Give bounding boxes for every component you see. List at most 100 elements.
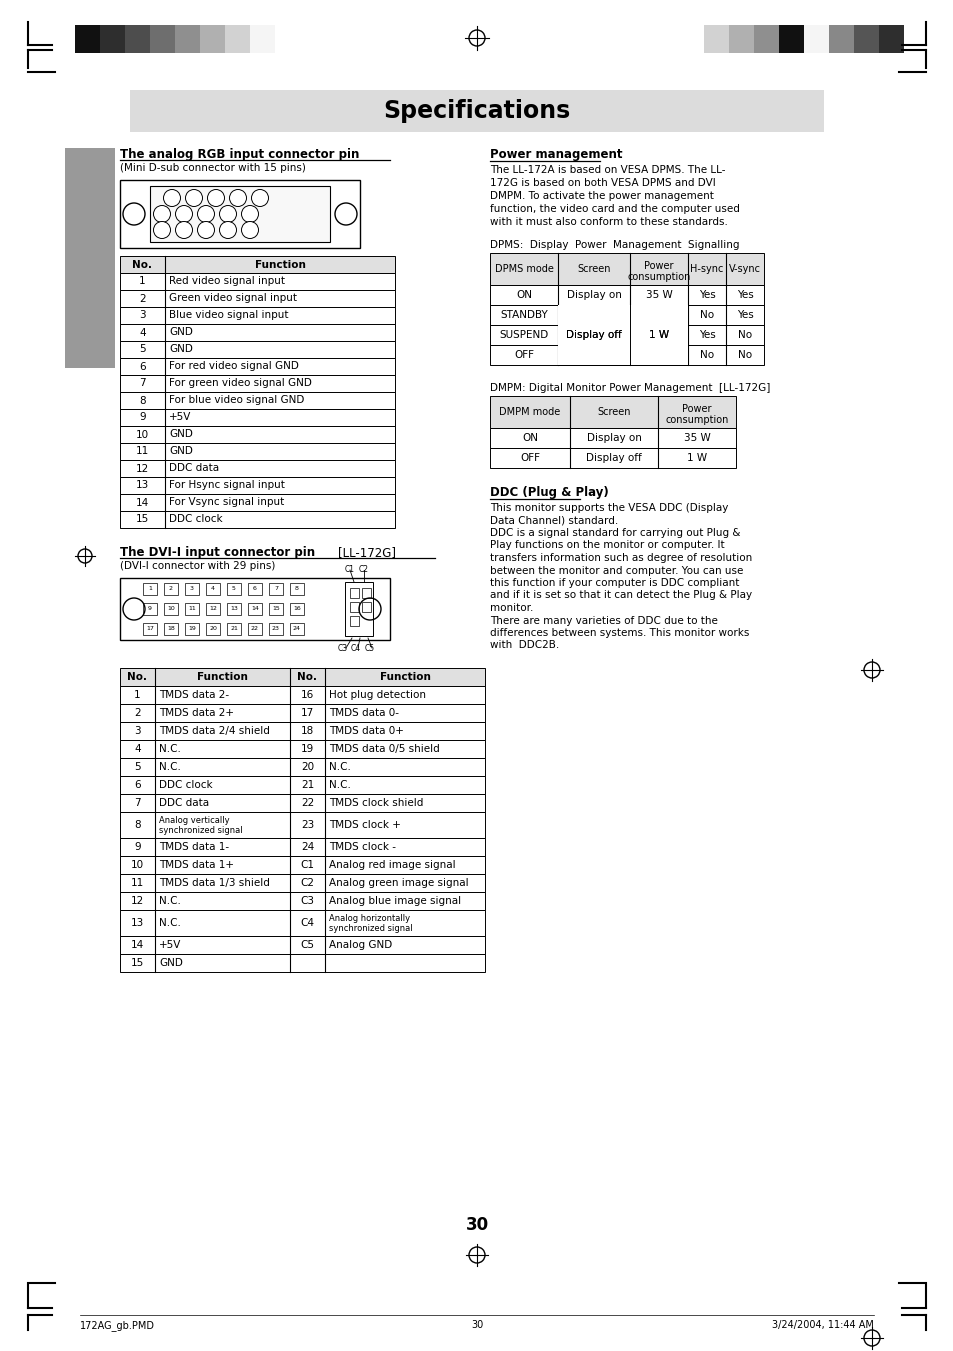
Text: No.: No. bbox=[128, 671, 148, 682]
Text: No.: No. bbox=[297, 671, 317, 682]
Text: consumption: consumption bbox=[627, 272, 690, 282]
Text: 12: 12 bbox=[209, 607, 216, 612]
Text: Analog red image signal: Analog red image signal bbox=[329, 861, 456, 870]
Bar bbox=[227, 603, 241, 615]
Bar bbox=[164, 603, 178, 615]
Circle shape bbox=[153, 205, 171, 223]
Text: 7: 7 bbox=[274, 586, 277, 592]
Bar bbox=[490, 305, 763, 326]
Text: 172AG_gb.PMD: 172AG_gb.PMD bbox=[80, 1320, 154, 1331]
Text: 13: 13 bbox=[230, 607, 237, 612]
Text: For blue video signal GND: For blue video signal GND bbox=[169, 394, 304, 405]
Bar bbox=[269, 623, 283, 635]
Bar bbox=[120, 255, 395, 273]
Circle shape bbox=[153, 222, 171, 239]
Circle shape bbox=[175, 222, 193, 239]
Bar bbox=[120, 494, 395, 511]
Text: 3: 3 bbox=[213, 195, 218, 201]
Text: 8: 8 bbox=[134, 820, 141, 830]
Text: 172G is based on both VESA DPMS and DVI: 172G is based on both VESA DPMS and DVI bbox=[490, 178, 715, 188]
Bar bbox=[350, 588, 358, 598]
Text: TMDS data 0-: TMDS data 0- bbox=[329, 708, 398, 717]
Bar bbox=[290, 623, 304, 635]
Text: 17: 17 bbox=[146, 627, 153, 631]
Text: 5: 5 bbox=[170, 195, 174, 201]
Text: Data Channel) standard.: Data Channel) standard. bbox=[490, 516, 618, 526]
Text: DPMS mode: DPMS mode bbox=[494, 263, 553, 274]
Text: 5: 5 bbox=[232, 586, 235, 592]
Bar bbox=[248, 584, 262, 594]
Text: Display on: Display on bbox=[566, 290, 620, 300]
Bar bbox=[120, 721, 484, 740]
Text: C4: C4 bbox=[300, 917, 314, 928]
Bar bbox=[185, 603, 199, 615]
Text: Yes: Yes bbox=[736, 309, 753, 320]
Text: Green video signal input: Green video signal input bbox=[169, 293, 296, 303]
Text: ON: ON bbox=[516, 290, 532, 300]
Text: 5: 5 bbox=[139, 345, 146, 354]
Text: N.C.: N.C. bbox=[159, 896, 181, 907]
Text: +5V: +5V bbox=[169, 412, 192, 422]
Text: 4: 4 bbox=[192, 195, 196, 201]
Text: Hot plug detection: Hot plug detection bbox=[329, 690, 426, 700]
Text: [LL-172G]: [LL-172G] bbox=[337, 546, 395, 559]
Text: 2: 2 bbox=[235, 195, 240, 201]
Text: monitor.: monitor. bbox=[490, 603, 533, 613]
Text: Yes: Yes bbox=[698, 290, 715, 300]
Text: Screen: Screen bbox=[597, 407, 630, 417]
Text: Display off: Display off bbox=[585, 453, 641, 463]
Text: function, the video card and the computer used: function, the video card and the compute… bbox=[490, 204, 740, 213]
Bar bbox=[490, 449, 735, 467]
Text: Power: Power bbox=[681, 404, 711, 413]
Text: N.C.: N.C. bbox=[159, 744, 181, 754]
Bar bbox=[350, 603, 358, 612]
Text: No: No bbox=[700, 350, 713, 359]
Text: 22: 22 bbox=[300, 798, 314, 808]
Text: 35 W: 35 W bbox=[683, 434, 710, 443]
Text: 11: 11 bbox=[131, 878, 144, 888]
Text: 14: 14 bbox=[131, 940, 144, 950]
Bar bbox=[150, 186, 330, 242]
Circle shape bbox=[197, 205, 214, 223]
Bar bbox=[120, 911, 484, 936]
Text: 9: 9 bbox=[134, 842, 141, 852]
Text: Display off: Display off bbox=[565, 330, 621, 340]
Text: 8: 8 bbox=[294, 586, 298, 592]
Text: Power management: Power management bbox=[490, 149, 622, 161]
Text: 4: 4 bbox=[134, 744, 141, 754]
Text: For red video signal GND: For red video signal GND bbox=[169, 361, 298, 372]
Text: C3: C3 bbox=[300, 896, 314, 907]
Text: and if it is set so that it can detect the Plug & Play: and if it is set so that it can detect t… bbox=[490, 590, 751, 600]
Text: DDC is a signal standard for carrying out Plug &: DDC is a signal standard for carrying ou… bbox=[490, 528, 740, 538]
Text: Function: Function bbox=[254, 259, 305, 269]
Text: 7: 7 bbox=[139, 378, 146, 389]
Text: DMPM: Digital Monitor Power Management  [LL-172G]: DMPM: Digital Monitor Power Management [… bbox=[490, 382, 770, 393]
Text: 12: 12 bbox=[131, 896, 144, 907]
Text: No: No bbox=[738, 350, 751, 359]
Text: 3/24/2004, 11:44 AM: 3/24/2004, 11:44 AM bbox=[771, 1320, 873, 1329]
Bar bbox=[120, 324, 395, 340]
Text: C3: C3 bbox=[337, 644, 348, 653]
Circle shape bbox=[241, 222, 258, 239]
Text: DPMS:  Display  Power  Management  Signalling: DPMS: Display Power Management Signallin… bbox=[490, 240, 739, 250]
Text: 4: 4 bbox=[211, 586, 214, 592]
Text: 30: 30 bbox=[471, 1320, 482, 1329]
Bar bbox=[120, 340, 395, 358]
Text: +5V: +5V bbox=[159, 940, 181, 950]
Text: 7: 7 bbox=[226, 211, 230, 218]
Text: Yes: Yes bbox=[736, 290, 753, 300]
Bar bbox=[120, 511, 395, 528]
Text: 12: 12 bbox=[135, 463, 149, 473]
Text: The DVI-I input connector pin: The DVI-I input connector pin bbox=[120, 546, 319, 559]
Bar bbox=[164, 584, 178, 594]
Bar bbox=[120, 812, 484, 838]
Text: with it must also conform to these standards.: with it must also conform to these stand… bbox=[490, 218, 727, 227]
Text: 3: 3 bbox=[134, 725, 141, 736]
Text: 5: 5 bbox=[134, 762, 141, 771]
Text: TMDS clock +: TMDS clock + bbox=[329, 820, 400, 830]
Text: consumption: consumption bbox=[664, 415, 728, 426]
Text: 6: 6 bbox=[253, 586, 256, 592]
Circle shape bbox=[197, 222, 214, 239]
Circle shape bbox=[163, 189, 180, 207]
Text: 7: 7 bbox=[134, 798, 141, 808]
